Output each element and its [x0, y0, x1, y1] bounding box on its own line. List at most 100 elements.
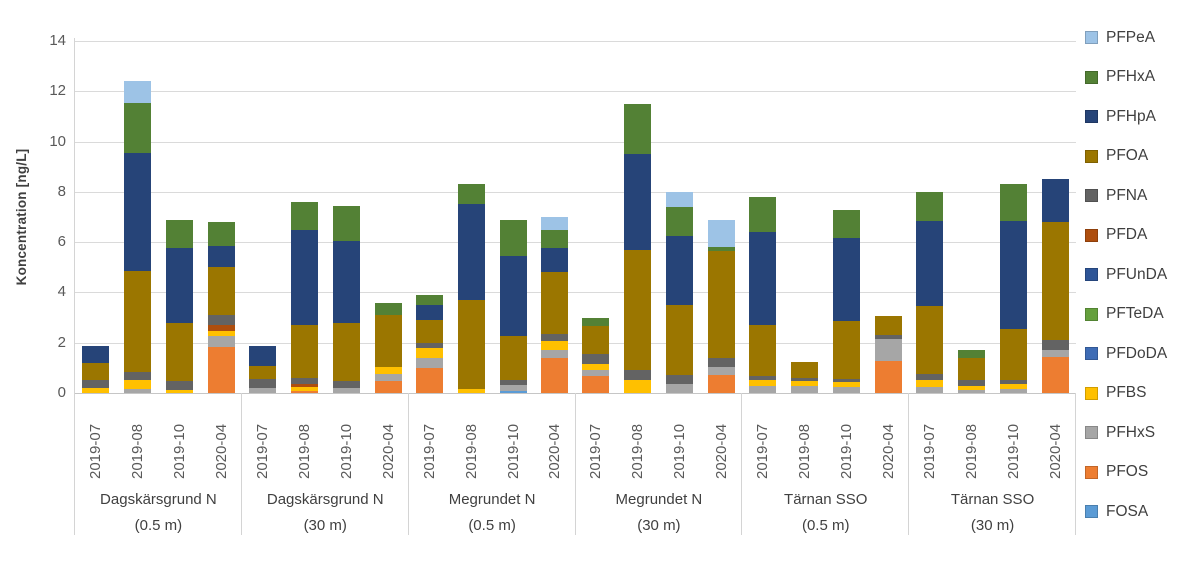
x-tick-label: 2020-04 [212, 423, 230, 479]
xlabel-group: 2019-07 2019-08 2019-10 2020-04 [242, 399, 409, 479]
legend-item: PFUnDA [1085, 255, 1189, 295]
bar-segment-pfhxs [791, 386, 819, 393]
x-tick-label: 2019-10 [1005, 423, 1023, 479]
bar-segment-pfoa [415, 320, 443, 343]
x-tick-slot: 2019-10 [833, 399, 860, 479]
bar-segment-pfhxa [415, 295, 443, 306]
stacked-bar [749, 196, 777, 393]
bar-segment-pfhxa [207, 222, 235, 246]
x-tick-label: 2020-04 [880, 423, 898, 479]
bar-segment-pfhpa [248, 346, 276, 367]
stacked-bar [82, 346, 109, 393]
x-tick-label: 2019-07 [587, 423, 605, 479]
bar-segment-pfbs [582, 364, 610, 370]
bar-segment-pfna [666, 375, 694, 384]
bar-segment-pfhpa [749, 232, 777, 326]
gridline [75, 191, 1076, 193]
legend-swatch-icon [1085, 268, 1098, 282]
legend-item: FOSA [1085, 492, 1189, 532]
x-tick-label: 2019-07 [253, 423, 271, 479]
stacked-bar [666, 191, 694, 393]
bar-segment-pfhxs [582, 369, 610, 377]
y-tick-label: 12 [49, 82, 66, 100]
stacked-bar [207, 222, 235, 393]
bar-segment-pfhpa [82, 346, 109, 363]
stacked-bar [374, 302, 402, 393]
bar-segment-pfhpa [1000, 220, 1028, 329]
x-tick-label: 2019-10 [838, 423, 856, 479]
x-tick-slot: 2020-04 [875, 399, 902, 479]
legend-item: PFDA [1085, 216, 1189, 256]
bar-segment-pfhxs [916, 386, 944, 393]
x-tick-slot: 2019-10 [333, 399, 360, 479]
bar-segment-pfhpa [290, 229, 318, 326]
bar-segment-pfoa [582, 326, 610, 355]
stacked-bar [624, 103, 652, 393]
x-tick-slot: 2019-10 [166, 399, 193, 479]
x-tick-label: 2019-08 [128, 423, 146, 479]
legend-label: PFHxA [1106, 68, 1156, 86]
bar-segment-pfoa [457, 299, 485, 390]
bar-segment-pfhxa [374, 302, 402, 316]
bar-segment-pfoa [749, 325, 777, 377]
bar-segment-pfoa [666, 305, 694, 376]
bar-segment-pfhxa [541, 229, 569, 249]
bar-segment-pfna [582, 354, 610, 365]
legend-label: PFPeA [1106, 28, 1156, 46]
bar-segment-pfna [1041, 340, 1069, 351]
bar-segment-pfhpa [123, 152, 151, 272]
plot-area [75, 41, 1076, 393]
bar-segment-pfbs [415, 347, 443, 358]
group-label: Dagskärsgrund N (30 m) [242, 487, 409, 539]
x-tick-label: 2019-07 [420, 423, 438, 479]
group-divider [74, 38, 75, 535]
x-tick-slot: 2019-08 [624, 399, 651, 479]
gridline [75, 242, 1076, 244]
bar-segment-pfna [499, 380, 527, 385]
bar-segment-pfhxa [749, 196, 777, 233]
bar-group [242, 41, 409, 393]
y-tick-label: 0 [57, 384, 66, 401]
x-tick-slot: 2019-08 [791, 399, 818, 479]
stacked-bar [708, 219, 736, 393]
legend-item: PFHpA [1085, 97, 1189, 137]
bar-segment-pfna [958, 380, 986, 386]
legend-swatch-icon [1085, 189, 1098, 203]
bar-segment-pfhxs [833, 386, 861, 393]
legend-item: PFDoDA [1085, 334, 1189, 374]
stacked-bar [1041, 179, 1069, 393]
bar-segment-pfhpa [415, 305, 443, 321]
legend-swatch-icon [1085, 31, 1098, 45]
group-label-depth: (0.5 m) [468, 517, 516, 534]
bar-segment-pfbs [207, 331, 235, 337]
bar-segment-pfhxa [123, 102, 151, 153]
bar-segment-pfoa [958, 357, 986, 381]
stacked-bar [875, 316, 903, 393]
bar-segment-pfhxs [666, 383, 694, 393]
x-tick-slot: 2019-08 [958, 399, 985, 479]
group-divider [574, 393, 576, 535]
bar-segment-pfbs [958, 385, 986, 390]
bar-segment-pfos [582, 376, 610, 393]
bar-segment-pfhxs [207, 336, 235, 347]
bar-segment-pfhxa [666, 206, 694, 236]
group-label-depth: (30 m) [303, 517, 347, 534]
bar-segment-pfbs [1000, 383, 1028, 389]
bar-segment-pfbs [791, 381, 819, 387]
bar-segment-pfhxa [290, 201, 318, 230]
bar-segment-pfbs [123, 380, 151, 390]
bar-segment-pfhpa [666, 235, 694, 306]
x-tick-label: 2020-04 [546, 423, 564, 479]
bar-segment-pfna [916, 373, 944, 381]
bar-group [575, 41, 742, 393]
stacked-bar [541, 217, 569, 393]
y-tick-label: 8 [57, 182, 66, 200]
group-label-depth: (30 m) [970, 517, 1015, 534]
bar-segment-pfoa [708, 250, 736, 358]
group-divider [240, 393, 242, 535]
stacked-bar [499, 219, 527, 393]
bar-segment-pfos [207, 346, 235, 393]
xlabel-group: 2019-07 2019-08 2019-10 2020-04 [75, 399, 242, 479]
bar-segment-pfbs [624, 380, 652, 393]
bar-segment-pfhxs [958, 389, 986, 393]
